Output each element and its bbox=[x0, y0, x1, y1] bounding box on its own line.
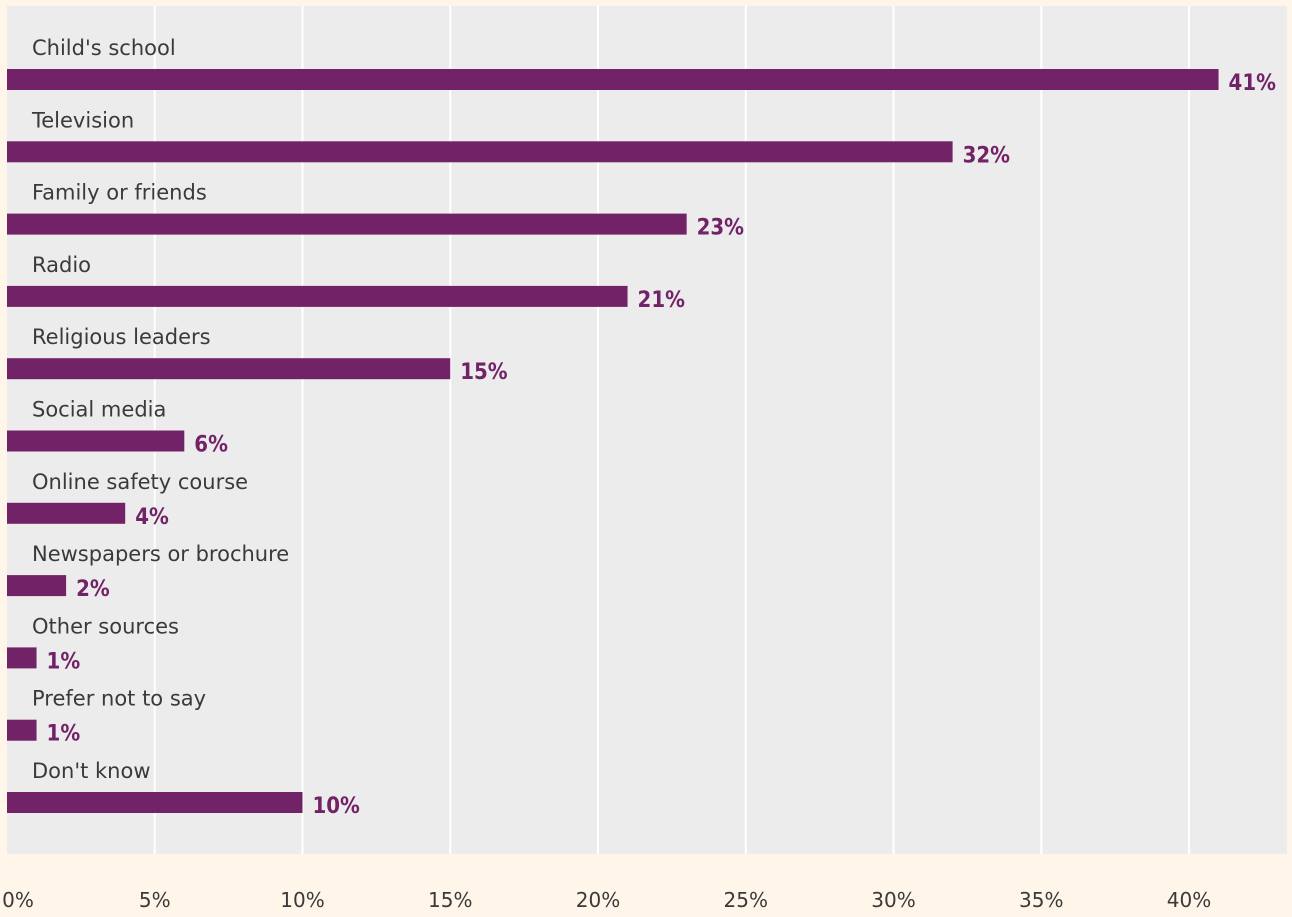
bar bbox=[7, 430, 185, 452]
value-label: 2% bbox=[76, 577, 110, 602]
category-label: Social media bbox=[32, 398, 166, 422]
x-tick-label: 25% bbox=[724, 888, 768, 912]
value-label: 41% bbox=[1229, 71, 1277, 96]
x-tick-label: 10% bbox=[280, 888, 324, 912]
bars bbox=[7, 69, 1219, 813]
x-tick-label: 30% bbox=[871, 888, 915, 912]
bar bbox=[7, 647, 37, 669]
category-label: Television bbox=[31, 108, 134, 132]
category-label: Child's school bbox=[32, 36, 176, 60]
value-label: 1% bbox=[47, 722, 81, 747]
category-labels: Child's school Television Family or friend… bbox=[31, 36, 289, 783]
x-tick-label: 0% bbox=[2, 888, 34, 912]
bar bbox=[7, 502, 126, 524]
bar bbox=[7, 141, 953, 163]
bar bbox=[7, 792, 303, 813]
category-label: Other sources bbox=[32, 614, 179, 638]
plot-background bbox=[7, 6, 1287, 854]
x-tick-label: 35% bbox=[1019, 888, 1063, 912]
category-label: Religious leaders bbox=[32, 325, 211, 349]
x-tick-label: 20% bbox=[576, 888, 620, 912]
value-labels: 41% 32% 23% 21% 15% 6% 4% 2% 1% 1% 10% bbox=[47, 71, 1277, 819]
value-label: 1% bbox=[47, 649, 81, 674]
category-label: Prefer not to say bbox=[32, 687, 206, 711]
category-label: Don't know bbox=[32, 759, 151, 783]
value-label: 23% bbox=[697, 216, 745, 241]
bar bbox=[7, 285, 628, 307]
category-label: Newspapers or brochure bbox=[32, 542, 289, 566]
bar bbox=[7, 575, 67, 597]
category-label: Family or friends bbox=[32, 181, 207, 205]
value-label: 10% bbox=[313, 794, 361, 819]
value-label: 32% bbox=[963, 143, 1011, 168]
bar bbox=[7, 719, 37, 741]
category-label: Radio bbox=[32, 253, 91, 277]
value-label: 6% bbox=[194, 433, 228, 458]
value-label: 4% bbox=[135, 505, 169, 530]
category-label: Online safety course bbox=[32, 470, 248, 494]
x-tick-label: 15% bbox=[428, 888, 472, 912]
value-label: 21% bbox=[638, 288, 686, 313]
x-axis-ticks: 0% 5% 10% 15% 20% 25% 30% 35% 40% bbox=[2, 888, 1211, 912]
bar bbox=[7, 69, 1219, 90]
x-tick-label: 40% bbox=[1167, 888, 1211, 912]
x-tick-label: 5% bbox=[139, 888, 171, 912]
bar bbox=[7, 358, 451, 380]
value-label: 15% bbox=[460, 360, 508, 385]
bar bbox=[7, 213, 687, 235]
